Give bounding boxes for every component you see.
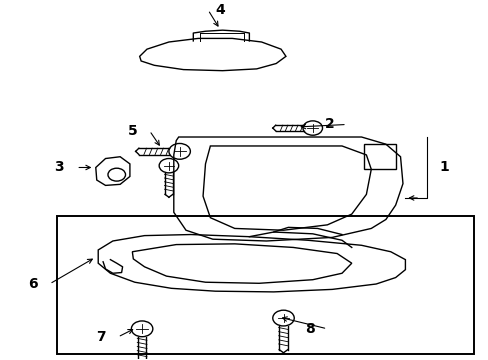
Text: 7: 7 — [96, 330, 105, 344]
Text: 8: 8 — [305, 322, 315, 336]
Text: 1: 1 — [439, 161, 448, 175]
Text: 6: 6 — [28, 277, 37, 291]
Text: 2: 2 — [325, 117, 334, 131]
Bar — [363, 144, 395, 169]
Text: 4: 4 — [215, 3, 224, 17]
Text: 3: 3 — [54, 161, 64, 175]
Bar — [57, 216, 473, 354]
Text: 5: 5 — [127, 123, 137, 138]
